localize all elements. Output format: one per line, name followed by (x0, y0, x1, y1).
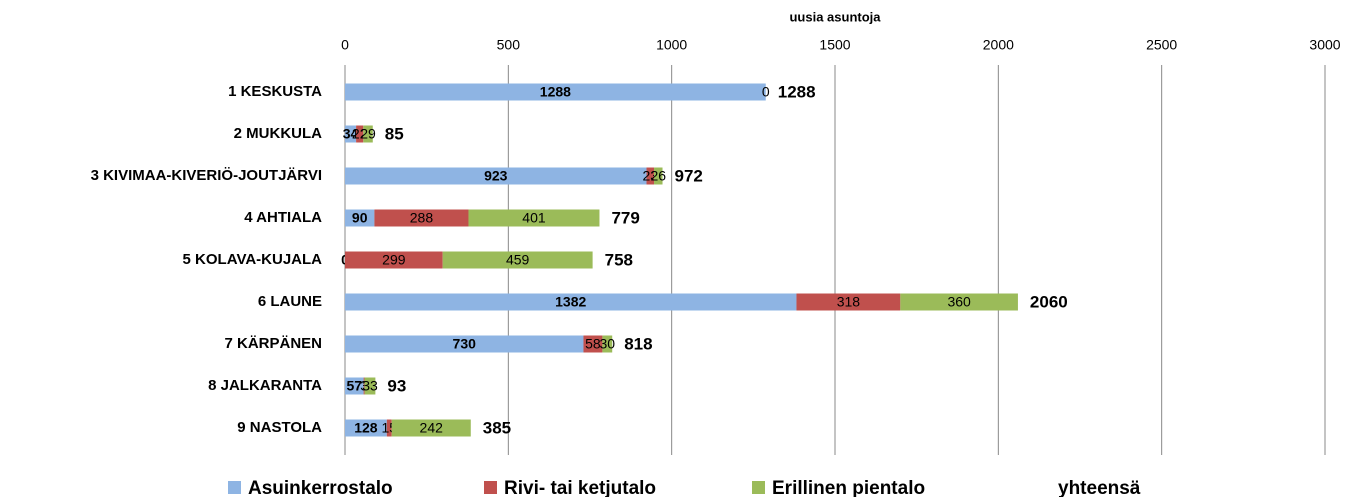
data-label: 33 (362, 378, 378, 394)
bar-segment (345, 125, 357, 143)
bar-segment (345, 419, 387, 437)
y-tick-label: 9 NASTOLA (237, 419, 322, 436)
data-label: 360 (947, 294, 971, 310)
data-label: 1382 (555, 294, 586, 310)
total-label: 93 (387, 376, 406, 395)
total-label: 85 (385, 124, 404, 143)
total-label: 818 (624, 334, 652, 353)
y-tick-label: 1 KESKUSTA (228, 83, 322, 100)
bar-segment (442, 251, 593, 269)
x-tick-label: 2000 (983, 37, 1014, 53)
legend-label: yhteensä (1058, 478, 1141, 497)
legend-label: Rivi- tai ketjutalo (504, 478, 656, 497)
data-label: 0 (762, 84, 770, 100)
data-label: 401 (522, 210, 546, 226)
y-tick-label: 5 KOLAVA-KUJALA (183, 251, 323, 268)
legend-label: Asuinkerrostalo (248, 478, 393, 497)
data-label: 128 (354, 420, 378, 436)
legend-swatch (752, 481, 765, 494)
bar-segment (345, 83, 766, 101)
x-tick-label: 500 (497, 37, 521, 53)
total-label: 385 (483, 418, 511, 437)
data-label: 29 (360, 126, 376, 142)
bar-segment (468, 209, 600, 227)
data-label: 288 (410, 210, 434, 226)
bar-segment (345, 377, 364, 395)
total-label: 1288 (778, 82, 816, 101)
y-tick-label: 4 AHTIALA (244, 209, 322, 226)
y-tick-label: 6 LAUNE (258, 293, 322, 310)
y-tick-label: 2 MUKKULA (234, 125, 322, 142)
data-label: 34 (343, 126, 359, 142)
total-label: 758 (605, 250, 633, 269)
data-label: 459 (506, 252, 530, 268)
data-label: 90 (352, 210, 368, 226)
total-label: 972 (675, 166, 703, 185)
bar-segment (900, 293, 1018, 311)
x-tick-label: 3000 (1309, 37, 1340, 53)
data-label: 26 (650, 168, 666, 184)
legend-label: Erillinen pientalo (772, 478, 925, 497)
legend-swatch (484, 481, 497, 494)
bar-segment (602, 335, 613, 353)
data-label: 3 (360, 378, 368, 394)
total-label: 2060 (1030, 292, 1068, 311)
bar-segment (583, 335, 603, 353)
bar-segment (374, 209, 469, 227)
bar-segment (345, 251, 443, 269)
bar-segment (345, 335, 584, 353)
y-tick-label: 3 KIVIMAA-KIVERIÖ-JOUTJÄRVI (91, 167, 322, 184)
data-label: 299 (382, 252, 406, 268)
bar-segment (646, 167, 655, 185)
y-tick-label: 7 KÄRPÄNEN (224, 335, 322, 352)
data-label: 923 (484, 168, 508, 184)
data-label: 58 (585, 336, 601, 352)
data-label: 242 (420, 420, 444, 436)
bar-segment (391, 419, 471, 437)
bar-segment (363, 377, 365, 395)
bar-segment (363, 125, 373, 143)
data-label: 318 (837, 294, 861, 310)
total-label: 779 (611, 208, 639, 227)
bar-segment (386, 419, 392, 437)
bar-segment (345, 209, 375, 227)
x-tick-label: 0 (341, 37, 349, 53)
legend-swatch (228, 481, 241, 494)
data-label: 1288 (540, 84, 571, 100)
bar-segment (356, 125, 364, 143)
bar-segment (654, 167, 663, 185)
bar-segment (345, 167, 647, 185)
data-label: 730 (453, 336, 477, 352)
x-axis-title: uusia asuntoja (789, 9, 881, 24)
bar-segment (345, 293, 797, 311)
x-tick-label: 2500 (1146, 37, 1177, 53)
y-tick-label: 8 JALKARANTA (208, 377, 322, 394)
bar-segment (364, 377, 376, 395)
x-tick-label: 1500 (819, 37, 850, 53)
x-tick-label: 1000 (656, 37, 687, 53)
bar-segment (796, 293, 901, 311)
data-label: 30 (600, 336, 616, 352)
data-label: 57 (347, 378, 363, 394)
